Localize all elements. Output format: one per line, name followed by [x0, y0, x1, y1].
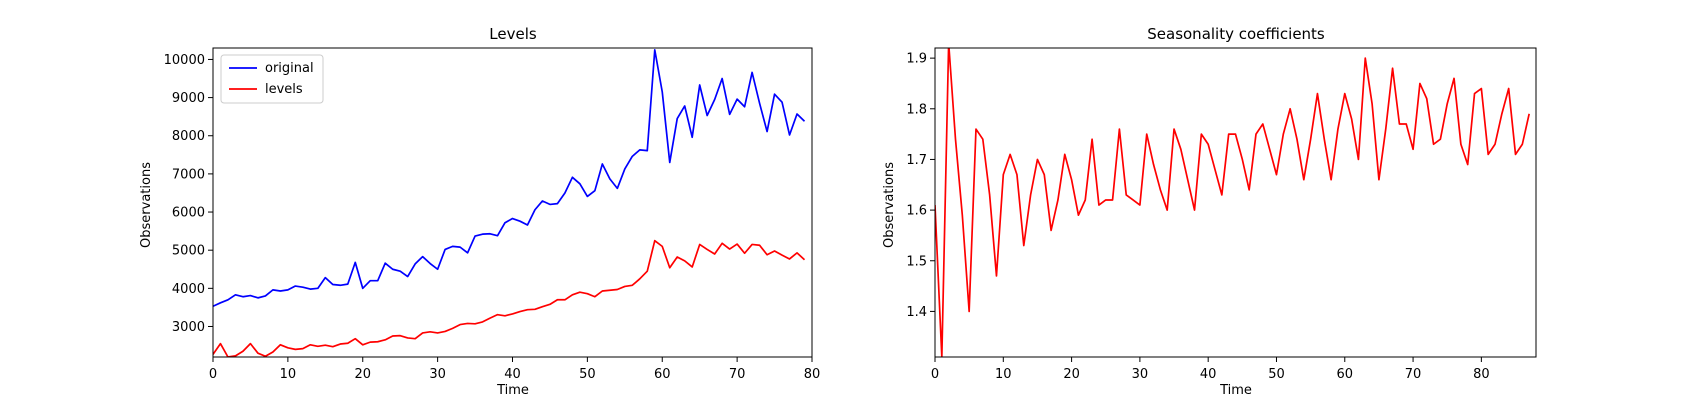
x-tick-label: 70: [1405, 367, 1422, 382]
y-tick-label: 7000: [172, 167, 205, 182]
y-tick-label: 4000: [172, 282, 205, 297]
y-tick-label: 9000: [172, 91, 205, 106]
x-tick-label: 60: [654, 367, 671, 382]
lines: [213, 49, 806, 357]
chart-seasonality: Seasonality coefficients Time Observatio…: [882, 25, 1537, 398]
x-tick-label: 40: [504, 367, 521, 382]
x-tick-label: 20: [1063, 367, 1080, 382]
y-tick-label: 1.4: [906, 305, 927, 320]
series-line-original: [213, 49, 806, 308]
legend-label-levels: levels: [265, 82, 303, 97]
lines: [935, 48, 1530, 357]
x-tick-label: 80: [1473, 367, 1490, 382]
chart-title: Levels: [489, 25, 537, 43]
y-tick-label: 6000: [172, 206, 205, 221]
y-axis-label: Observations: [139, 162, 154, 248]
x-tick-label: 50: [579, 367, 596, 382]
legend: original levels: [220, 54, 324, 104]
legend-box: [220, 54, 324, 104]
chart-title: Seasonality coefficients: [1147, 25, 1325, 43]
plot-frame: [934, 47, 1537, 358]
x-tick-label: 80: [804, 367, 821, 382]
y-tick-label: 3000: [172, 320, 205, 335]
x-tick-label: 0: [931, 367, 939, 382]
chart-levels: Levels Time Observations 0 10 20 30 40 50 60 70…: [139, 25, 820, 398]
y-tick-label: 1.8: [906, 102, 927, 117]
y-tick-label: 10000: [164, 53, 205, 68]
y-tick-label: 1.9: [906, 52, 927, 67]
x-tick-label: 70: [729, 367, 746, 382]
x-tick-label: 30: [1132, 367, 1149, 382]
y-tick-label: 5000: [172, 244, 205, 259]
ticks: 0 10 20 30 40 50 60 70 80 1.4 1.5 1.6 1.7 1.8 1.9: [906, 52, 1489, 382]
x-tick-label: 50: [1268, 367, 1285, 382]
y-tick-label: 1.7: [906, 153, 927, 168]
x-tick-label: 40: [1200, 367, 1217, 382]
y-tick-label: 1.5: [906, 254, 927, 269]
y-axis-label: Observations: [882, 162, 897, 248]
x-axis-label: Time: [1219, 383, 1252, 398]
x-tick-label: 10: [280, 367, 297, 382]
x-tick-label: 60: [1336, 367, 1353, 382]
x-tick-label: 0: [209, 367, 217, 382]
y-tick-label: 1.6: [906, 204, 927, 219]
series-line-levels: [213, 239, 806, 357]
x-axis-label: Time: [496, 383, 529, 398]
x-tick-label: 10: [995, 367, 1012, 382]
x-tick-label: 20: [354, 367, 371, 382]
y-tick-label: 8000: [172, 129, 205, 144]
series-line-0: [935, 48, 1530, 357]
plot-frame: [212, 47, 813, 358]
ticks: 0 10 20 30 40 50 60 70 80 3000 4000 5000 6000 7000 800…: [164, 53, 821, 382]
legend-label-original: original: [265, 61, 314, 76]
x-tick-label: 30: [429, 367, 446, 382]
